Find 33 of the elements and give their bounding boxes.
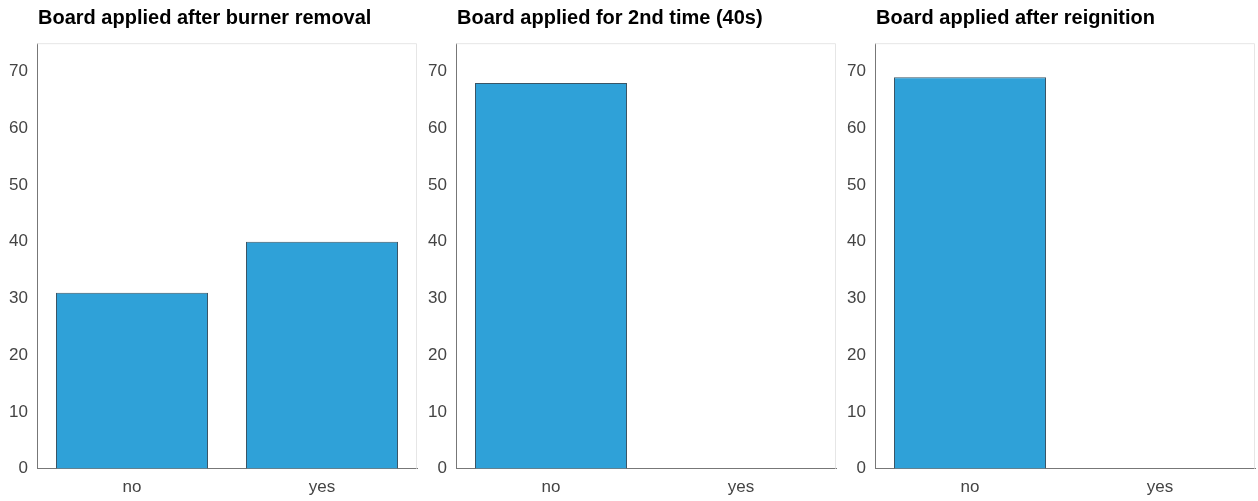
y-tick-label: 40 [847,231,866,251]
y-tick-label: 0 [437,458,447,478]
y-tick-label: 40 [428,231,447,251]
y-tick-label: 0 [856,458,866,478]
y-tick-label: 60 [428,117,447,137]
x-tick-label: yes [727,477,755,497]
y-tick-label: 10 [847,401,866,421]
y-tick-label: 50 [428,174,447,194]
y-tick-label: 70 [847,61,866,81]
y-tick-label: 10 [9,401,28,421]
x-tick-label: yes [1146,477,1174,497]
y-tick-label: 40 [9,231,28,251]
x-tick-label: no [541,477,561,497]
x-tick-label: no [960,477,980,497]
chart-title: Board applied after reignition [876,6,1155,29]
y-tick-label: 20 [9,344,28,364]
y-tick-label: 30 [847,288,866,308]
y-tick-label: 10 [428,401,447,421]
y-tick-label: 50 [9,174,28,194]
y-tick-label: 60 [847,117,866,137]
y-tick-label: 0 [18,458,28,478]
y-tick-label: 70 [428,61,447,81]
y-tick-label: 30 [9,288,28,308]
chart-title: Board applied for 2nd time (40s) [457,6,763,29]
y-tick-label: 20 [428,344,447,364]
y-tick-label: 20 [847,344,866,364]
y-tick-label: 30 [428,288,447,308]
chart-title: Board applied after burner removal [38,6,372,29]
y-tick-label: 50 [847,174,866,194]
x-tick-label: yes [308,477,336,497]
y-tick-label: 70 [9,61,28,81]
x-tick-label: no [122,477,142,497]
y-tick-label: 60 [9,117,28,137]
